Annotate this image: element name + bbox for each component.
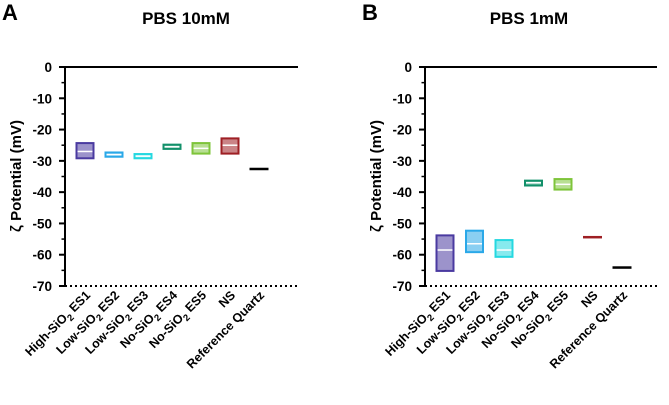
y-tick-label: -60 bbox=[392, 248, 412, 263]
y-tick-label: 0 bbox=[404, 60, 412, 75]
x-category-label-subscript: 2 bbox=[152, 312, 164, 324]
bar-1 bbox=[75, 142, 95, 160]
bar-4 bbox=[524, 179, 543, 187]
y-tick-label: -60 bbox=[32, 248, 52, 263]
bar-5 bbox=[553, 178, 573, 191]
bar-2 bbox=[465, 229, 484, 254]
bar-box bbox=[435, 234, 455, 272]
x-category-label-subscript: 2 bbox=[181, 312, 193, 324]
y-tick-label: -70 bbox=[32, 279, 52, 294]
bar-1 bbox=[435, 234, 455, 272]
y-tick-label: -10 bbox=[392, 91, 412, 106]
bars-b bbox=[435, 178, 632, 272]
bar-box bbox=[220, 137, 240, 155]
bar-6 bbox=[220, 137, 240, 155]
x-category-label-subscript: 2 bbox=[425, 312, 437, 324]
bar-2 bbox=[104, 151, 124, 158]
x-category-label-suffix: ES5 bbox=[542, 288, 571, 317]
bar-box bbox=[75, 142, 95, 160]
y-tick-label: -10 bbox=[32, 91, 52, 106]
y-tick-label: 0 bbox=[44, 60, 52, 75]
y-ticks-a: 0 -10 -20 -30 -40 -50 -60 -70 bbox=[32, 60, 298, 294]
y-axis-label-b: ζ Potential (mV) bbox=[368, 120, 385, 232]
y-tick-label: -20 bbox=[392, 123, 412, 138]
x-category-label-subscript: 2 bbox=[455, 312, 467, 324]
x-category-label-text: NS bbox=[578, 288, 600, 310]
panel-letter-b: B bbox=[362, 0, 378, 25]
y-tick-label: -30 bbox=[32, 154, 52, 169]
bar-7 bbox=[249, 167, 269, 171]
x-category-label-subscript: 2 bbox=[65, 312, 77, 324]
bar-5 bbox=[191, 142, 211, 155]
bars-a bbox=[75, 137, 269, 171]
y-tick-label: -30 bbox=[392, 154, 412, 169]
y-tick-label: -40 bbox=[392, 185, 412, 200]
y-tick-label: -40 bbox=[32, 185, 52, 200]
chart-title-b: PBS 1mM bbox=[490, 9, 568, 28]
bar-box bbox=[465, 229, 484, 254]
x-category-label-text: NS bbox=[216, 288, 238, 310]
bar-line bbox=[612, 266, 632, 269]
y-tick-label: -50 bbox=[32, 216, 52, 231]
bar-3 bbox=[494, 239, 514, 258]
bar-7 bbox=[612, 266, 632, 269]
x-category-label: NS bbox=[216, 288, 238, 310]
x-category-label-subscript: 2 bbox=[543, 312, 555, 324]
x-category-label-subscript: 2 bbox=[94, 312, 106, 324]
y-ticks-b: 0 -10 -20 -30 -40 -50 -60 -70 bbox=[392, 60, 657, 294]
x-category-label: NS bbox=[578, 288, 600, 310]
bar-box bbox=[494, 239, 514, 258]
panel-a: A PBS 10mM ζ Potential (mV) 0 -10 -20 -30 -4… bbox=[2, 0, 298, 371]
chart-title-a: PBS 10mM bbox=[142, 9, 230, 28]
y-tick-label: -70 bbox=[392, 279, 412, 294]
x-category-label-subscript: 2 bbox=[484, 312, 496, 324]
y-tick-label: -20 bbox=[32, 123, 52, 138]
panel-b: B PBS 1mM ζ Potential (mV) 0 -10 -20 -30 -40… bbox=[362, 0, 657, 371]
y-axis-label-a: ζ Potential (mV) bbox=[8, 120, 25, 232]
x-category-label-subscript: 2 bbox=[514, 312, 526, 324]
bar-line bbox=[249, 167, 269, 171]
panel-letter-a: A bbox=[2, 0, 18, 25]
y-tick-label: -50 bbox=[392, 216, 412, 231]
bar-line bbox=[583, 235, 602, 239]
bar-4 bbox=[162, 143, 182, 150]
x-category-label-subscript: 2 bbox=[123, 312, 135, 324]
bar-3 bbox=[133, 153, 153, 160]
x-category-label-suffix: ES5 bbox=[180, 288, 209, 317]
bar-6 bbox=[583, 235, 602, 239]
